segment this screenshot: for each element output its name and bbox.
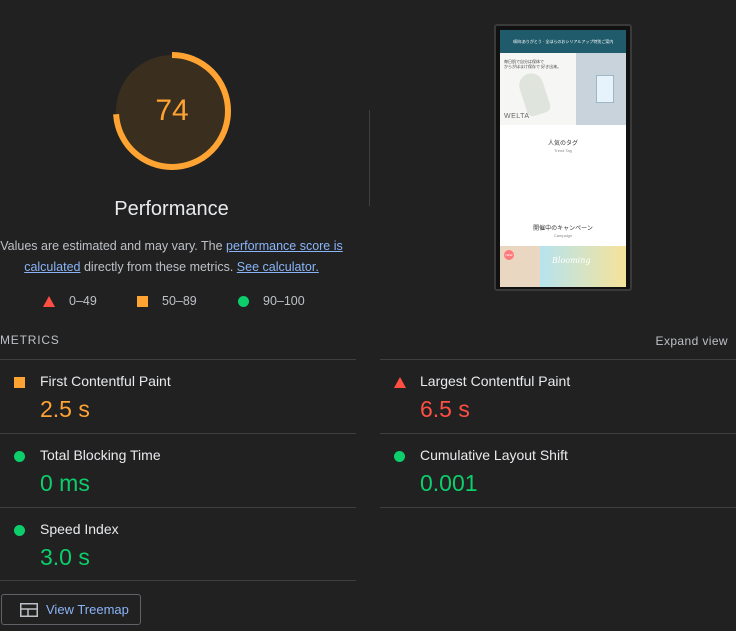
final-screenshot[interactable]: Ⅰ周年ありがとう · 全ほらのおシリアルアップ特別ご案内 毎日肌で自分は保体で … <box>494 24 632 291</box>
performance-title: Performance <box>114 198 229 220</box>
section-trend-title: 人気のタグ <box>547 141 578 147</box>
triangle-icon <box>43 295 55 307</box>
screenshot-hero: 毎日肌で自分は保体で からがほまけ保存で 好き出来。 WELTA <box>500 53 626 125</box>
metric-largest-contentful-paint: Largest Contentful Paint 6.5 s <box>380 360 720 434</box>
performance-gauge: 74 <box>111 50 233 172</box>
legend-fail: 0–49 <box>43 294 97 308</box>
legend-label-average: 50–89 <box>162 294 197 308</box>
divider <box>380 359 736 360</box>
performance-score: 74 <box>155 94 189 127</box>
divider <box>380 433 736 434</box>
metric-name: Largest Contentful Paint <box>420 373 571 389</box>
hero-brand: WELTA <box>504 113 530 120</box>
section-campaign-title: 開催中のキャンペーン <box>533 226 593 232</box>
vertical-divider <box>369 110 370 206</box>
metrics-header: METRICS <box>0 333 60 347</box>
circle-icon <box>14 525 25 536</box>
promo-script-text: Blooming <box>552 256 591 265</box>
screenshot-banner: Ⅰ周年ありがとう · 全ほらのおシリアルアップ特別ご案内 <box>500 30 626 53</box>
metric-value: 2.5 s <box>40 396 90 422</box>
metric-value: 0 ms <box>40 470 90 496</box>
metric-cumulative-layout-shift: Cumulative Layout Shift 0.001 <box>380 434 720 508</box>
legend-label-fail: 0–49 <box>69 294 97 308</box>
metric-name: First Contentful Paint <box>40 373 171 389</box>
metric-value: 0.001 <box>420 470 478 496</box>
metric-first-contentful-paint: First Contentful Paint 2.5 s <box>0 360 340 434</box>
view-treemap-label: View Treemap <box>46 602 129 617</box>
metric-value: 6.5 s <box>420 396 470 422</box>
screenshot-section-campaign: 開催中のキャンペーン Campaign <box>500 223 626 238</box>
hero-text: 毎日肌で自分は保体で からがほまけ保存で 好き出来。 <box>504 59 561 69</box>
score-legend: 0–49 50–89 90–100 <box>0 294 343 312</box>
performance-description: Values are estimated and may vary. The p… <box>0 236 343 278</box>
divider <box>0 359 356 360</box>
gauge-ring <box>113 52 231 170</box>
triangle-icon <box>394 377 406 388</box>
performance-score-link[interactable]: performance score is calculated <box>24 239 343 274</box>
legend-label-pass: 90–100 <box>263 294 305 308</box>
divider <box>380 507 736 508</box>
expand-view-toggle[interactable]: Expand view <box>655 334 728 348</box>
product-box-image <box>596 75 614 103</box>
section-trend-sub: Trend Tag <box>554 148 572 153</box>
screenshot-section-trend: 人気のタグ Trend Tag <box>500 138 626 153</box>
divider <box>0 507 356 508</box>
metric-total-blocking-time: Total Blocking Time 0 ms <box>0 434 340 508</box>
see-calculator-link[interactable]: See calculator. <box>236 260 319 274</box>
description-text-middle: directly from these metrics. <box>80 260 237 274</box>
metric-name: Cumulative Layout Shift <box>420 447 568 463</box>
screenshot-page: Ⅰ周年ありがとう · 全ほらのおシリアルアップ特別ご案内 毎日肌で自分は保体で … <box>500 30 626 287</box>
screenshot-promo-banner: NEW Blooming <box>500 246 626 287</box>
metric-speed-index: Speed Index 3.0 s <box>0 508 340 582</box>
circle-icon <box>14 451 25 462</box>
description-text-before: Values are estimated and may vary. The <box>0 239 227 253</box>
square-icon <box>14 377 25 388</box>
hero-text-line1: 毎日肌で自分は保体で <box>504 59 544 64</box>
square-icon <box>137 295 148 307</box>
legend-pass: 90–100 <box>238 294 305 308</box>
metric-name: Total Blocking Time <box>40 447 161 463</box>
legend-average: 50–89 <box>137 294 197 308</box>
section-campaign-sub: Campaign <box>553 233 573 238</box>
treemap-icon <box>20 602 38 617</box>
circle-icon <box>238 295 249 307</box>
divider <box>0 433 356 434</box>
promo-sky <box>540 246 626 287</box>
divider <box>0 580 356 581</box>
view-treemap-button[interactable]: View Treemap <box>1 594 141 625</box>
hero-text-line2: からがほまけ保存で 好き出来。 <box>504 64 562 69</box>
promo-new-badge: NEW <box>504 250 514 260</box>
metric-name: Speed Index <box>40 521 119 537</box>
metric-value: 3.0 s <box>40 544 90 570</box>
circle-icon <box>394 451 405 462</box>
